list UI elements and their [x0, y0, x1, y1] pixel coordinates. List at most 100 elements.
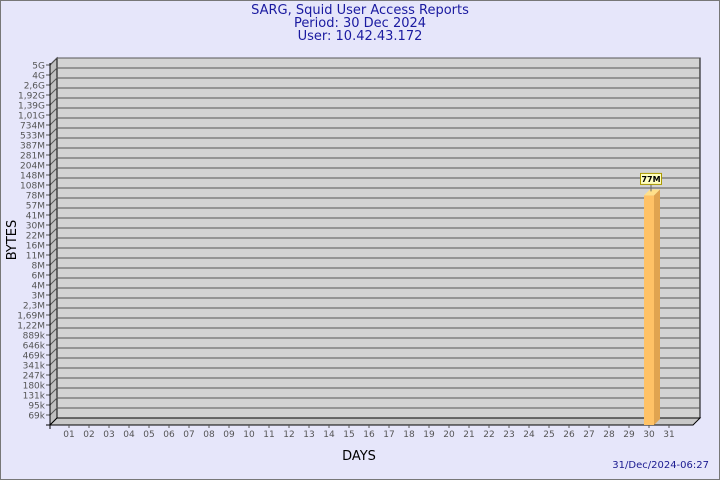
gridline [46, 67, 700, 76]
gridline [46, 347, 700, 356]
y-axis-label: BYTES [5, 220, 20, 261]
gridline [46, 357, 700, 366]
y-tick-label: 16M [26, 242, 45, 252]
chart-user: User: 10.42.43.172 [297, 29, 423, 44]
x-tick-label: 13 [303, 430, 314, 440]
x-tick-label: 16 [363, 430, 375, 440]
gridline [46, 57, 700, 66]
y-tick-label: 180k [23, 382, 46, 392]
y-tick-label: 2,6G [24, 82, 45, 92]
x-tick-label: 27 [583, 430, 594, 440]
x-tick-label: 09 [223, 430, 235, 440]
gridline [46, 387, 700, 396]
plot-floor [48, 417, 702, 426]
y-tick-label: 148M [20, 172, 45, 182]
gridline [46, 367, 700, 376]
x-tick-label: 28 [603, 430, 615, 440]
x-tick-label: 03 [103, 430, 114, 440]
y-tick-label: 2,3M [23, 302, 45, 312]
chart-title: SARG, Squid User Access Reports [251, 3, 469, 18]
y-tick-label: 1,92G [18, 92, 45, 102]
x-tick-label: 24 [523, 430, 535, 440]
gridline [46, 147, 700, 156]
y-tick-label: 11M [26, 252, 45, 262]
gridline [46, 337, 700, 346]
x-tick-label: 05 [143, 430, 154, 440]
y-tick-label: 30M [26, 222, 45, 232]
y-tick-label: 95k [28, 402, 45, 412]
x-tick-label: 23 [503, 430, 514, 440]
y-tick-label: 247k [23, 372, 46, 382]
gridline [46, 167, 700, 176]
y-tick-label: 41M [26, 212, 45, 222]
gridline [46, 287, 700, 296]
bar-top [644, 189, 660, 196]
y-tick-label: 387M [20, 142, 45, 152]
gridline [46, 257, 700, 266]
x-tick-label: 06 [163, 430, 175, 440]
y-tick-label: 646k [23, 342, 46, 352]
x-tick-label: 20 [443, 430, 455, 440]
gridline [46, 407, 700, 416]
y-tick-label: 22M [26, 232, 45, 242]
y-tick-label: 4G [32, 72, 45, 82]
gridline [46, 87, 700, 96]
gridline [46, 277, 700, 286]
x-tick-label: 29 [623, 430, 635, 440]
gridline [46, 197, 700, 206]
x-tick-label: 21 [463, 430, 474, 440]
gridline [46, 117, 700, 126]
x-tick-label: 12 [283, 430, 294, 440]
gridline [46, 177, 700, 186]
x-tick-label: 25 [543, 430, 554, 440]
timestamp: 31/Dec/2024-06:27 [612, 460, 709, 471]
gridline [46, 137, 700, 146]
y-tick-label: 469k [23, 352, 46, 362]
data-label: 77M [641, 175, 660, 184]
gridline [46, 187, 700, 196]
gridline [46, 247, 700, 256]
x-tick-label: 10 [243, 430, 255, 440]
gridline [46, 207, 700, 216]
bar-front [644, 195, 654, 425]
gridline [46, 217, 700, 226]
x-tick-label: 17 [383, 430, 394, 440]
y-tick-label: 281M [20, 152, 45, 162]
x-tick-label: 14 [323, 430, 335, 440]
gridline [46, 107, 700, 116]
gridline [46, 327, 700, 336]
y-tick-label: 1,01G [18, 112, 45, 122]
x-tick-label: 01 [63, 430, 74, 440]
gridline [46, 317, 700, 326]
chart-period: Period: 30 Dec 2024 [293, 16, 427, 31]
bar: 77M [640, 172, 662, 425]
x-tick-label: 11 [263, 430, 274, 440]
y-tick-label: 5G [32, 62, 45, 72]
y-tick-label: 108M [20, 182, 45, 192]
y-tick-label: 6M [32, 272, 46, 282]
y-tick-label: 4M [32, 282, 46, 292]
x-tick-label: 18 [403, 430, 415, 440]
x-tick-label: 30 [643, 430, 655, 440]
y-tick-label: 8M [32, 262, 46, 272]
gridline [46, 267, 700, 276]
gridline [46, 397, 700, 406]
y-tick-label: 734M [20, 122, 45, 132]
y-tick-label: 533M [20, 132, 45, 142]
y-tick-label: 1,22M [17, 322, 45, 332]
x-tick-label: 22 [483, 430, 494, 440]
x-tick-label: 08 [203, 430, 215, 440]
y-tick-label: 57M [26, 202, 45, 212]
y-tick-label: 1,69M [17, 312, 45, 322]
gridline [46, 307, 700, 316]
y-tick-label: 204M [20, 162, 45, 172]
y-tick-label: 3M [32, 292, 46, 302]
gridline [46, 127, 700, 136]
x-tick-label: 04 [123, 430, 135, 440]
y-tick-label: 341k [23, 362, 46, 372]
data-label-box [640, 172, 662, 185]
bar-side [654, 189, 660, 425]
x-tick-label: 26 [563, 430, 575, 440]
x-axis-label: DAYS [342, 449, 376, 464]
